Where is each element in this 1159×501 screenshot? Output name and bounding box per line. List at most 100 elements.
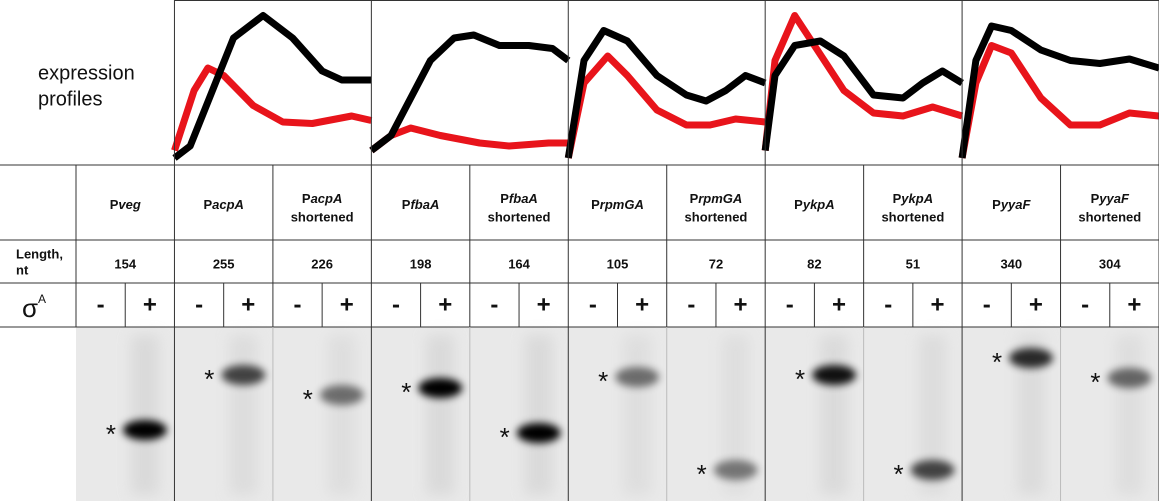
gel-band [122, 420, 167, 440]
promoter-name: PrpmGA [690, 191, 743, 206]
promoter-prefix: P [302, 191, 311, 206]
length-value: 340 [1000, 256, 1022, 271]
profile-black [369, 31, 571, 154]
sigma-minus: - [884, 291, 892, 318]
sigma-minus: - [392, 291, 400, 318]
promoter-prefix: P [203, 197, 212, 212]
promoter-prefix: P [690, 191, 699, 206]
promoter-gene: ykpA [802, 197, 835, 212]
lane-smear [426, 335, 455, 495]
profile-black [761, 37, 964, 151]
band-marker: * [697, 459, 707, 489]
band-marker: * [204, 364, 214, 394]
promoter-prefix: P [893, 191, 902, 206]
sigma-plus: + [734, 291, 748, 318]
sigma-minus: - [983, 291, 991, 318]
sigma-plus: + [1029, 291, 1043, 318]
promoter-prefix: P [992, 197, 1001, 212]
profile-red [958, 42, 1159, 159]
sigma-plus: + [438, 291, 452, 318]
length-value: 72 [709, 256, 723, 271]
sigma-minus: - [589, 291, 597, 318]
length-value: 154 [114, 256, 136, 271]
gel-band [418, 378, 463, 398]
promoter-prefix: P [402, 197, 411, 212]
promoter-gene: acpA [212, 197, 244, 212]
promoter-suffix: shortened [488, 209, 551, 224]
promoter-name: PfbaA [500, 191, 538, 206]
length-label: Length, [16, 246, 63, 261]
profile-red [761, 12, 964, 151]
sigma-plus: + [241, 291, 255, 318]
promoter-gene: veg [118, 197, 140, 212]
promoter-gene: rpmGA [698, 191, 742, 206]
band-marker: * [303, 384, 313, 414]
lane-smear [1115, 335, 1144, 495]
gel-band [516, 423, 561, 443]
length-value: 198 [410, 256, 432, 271]
gel-band [319, 385, 364, 405]
band-marker: * [106, 419, 116, 449]
sigma-minus: - [97, 291, 105, 318]
gel-band [221, 365, 266, 385]
profiles-label: expression [38, 62, 135, 84]
length-value: 226 [311, 256, 333, 271]
length-value: 304 [1099, 256, 1121, 271]
sigma-plus: + [537, 291, 551, 318]
profile-red [564, 52, 766, 159]
sigma-plus: + [1127, 291, 1141, 318]
promoter-name: PyyaF [992, 197, 1031, 212]
lane-smear [623, 335, 652, 495]
lane-smear [820, 335, 849, 495]
profile-black [958, 22, 1159, 159]
length-value: 164 [508, 256, 530, 271]
gel-band [615, 367, 660, 387]
promoter-suffix: shortened [1078, 209, 1141, 224]
profile-black [172, 12, 372, 161]
length-value: 82 [807, 256, 821, 271]
lane-smear [229, 335, 258, 495]
promoter-prefix: P [110, 197, 119, 212]
sigma-plus: + [340, 291, 354, 318]
promoter-prefix: P [591, 197, 600, 212]
promoter-name: PacpA [302, 191, 342, 206]
promoter-gene: fbaA [509, 191, 538, 206]
profiles-label: profiles [38, 88, 102, 110]
band-marker: * [500, 422, 510, 452]
promoter-prefix: P [500, 191, 509, 206]
promoter-name: PfbaA [402, 197, 440, 212]
band-marker: * [992, 347, 1002, 377]
promoter-suffix: shortened [291, 209, 354, 224]
sigma-minus: - [786, 291, 794, 318]
sigma-minus: - [195, 291, 203, 318]
lane-smear [327, 335, 356, 495]
profile-red [369, 124, 569, 154]
sigma-plus: + [143, 291, 157, 318]
length-label: nt [16, 262, 29, 277]
length-value: 255 [213, 256, 235, 271]
sigma-minus: - [490, 291, 498, 318]
promoter-gene: rpmGA [600, 197, 644, 212]
band-marker: * [401, 377, 411, 407]
lane-smear [130, 335, 159, 495]
sigma-label: σA [22, 292, 46, 323]
sigma-minus: - [687, 291, 695, 318]
length-value: 51 [906, 256, 920, 271]
band-marker: * [598, 366, 608, 396]
sigma-plus: + [832, 291, 846, 318]
promoter-name: PrpmGA [591, 197, 644, 212]
gel-band [812, 365, 857, 385]
promoter-gene: fbaA [410, 197, 439, 212]
length-value: 105 [607, 256, 629, 271]
promoter-gene: acpA [311, 191, 343, 206]
promoter-gene: yyaF [1098, 191, 1130, 206]
sigma-minus: - [294, 291, 302, 318]
profile-red [171, 64, 373, 152]
promoter-suffix: shortened [685, 209, 748, 224]
sigma-plus: + [930, 291, 944, 318]
promoter-name: PykpA [794, 197, 834, 212]
sigma-minus: - [1081, 291, 1089, 318]
gel-band [910, 460, 955, 480]
gel-band [713, 460, 758, 480]
